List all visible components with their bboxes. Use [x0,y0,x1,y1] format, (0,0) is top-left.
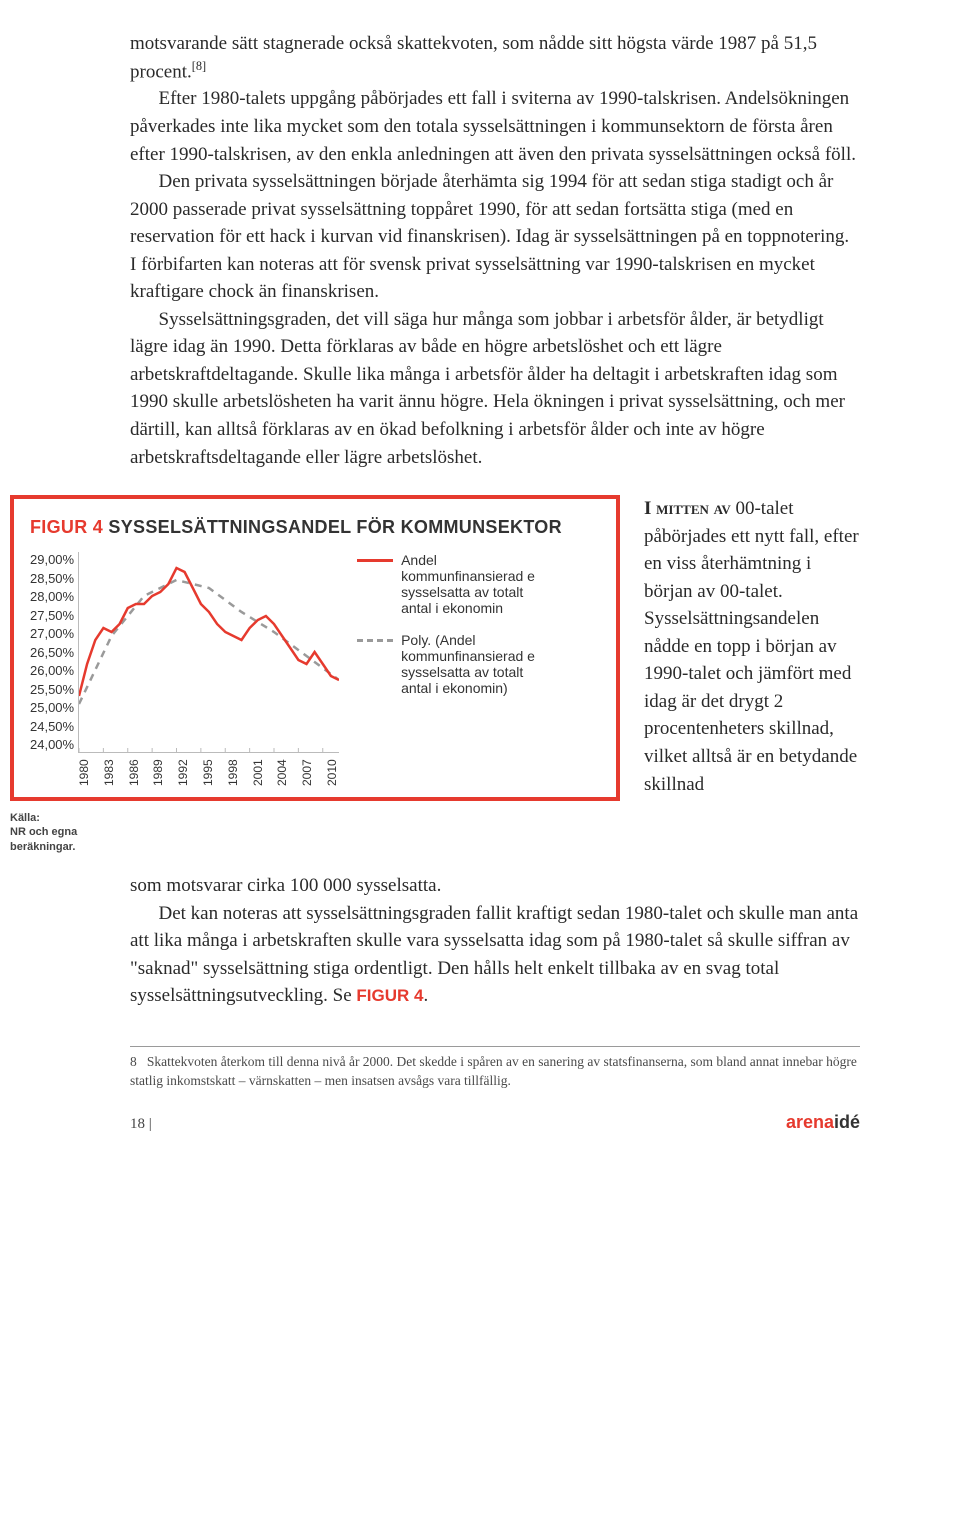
x-tick-label: 1989 [151,774,165,786]
after-para-1: som motsvarar cirka 100 000 sysselsatta. [130,872,860,900]
x-tick-label: 1980 [77,774,91,786]
x-tick-label: 2001 [251,774,265,786]
figure-4-wrap: FIGUR 4 SYSSELSÄTTNINGSANDEL FÖR KOMMUNS… [10,495,865,854]
page: motsvarande sätt stagnerade också skatte… [0,0,960,1173]
after2a: Det kan noteras att sysselsättningsgrade… [130,903,858,1007]
footnote-rule [130,1046,860,1047]
after2b: . [423,985,428,1006]
figure-title-text: SYSSELSÄTTNINGSANDEL FÖR KOMMUNSEKTOR [108,517,561,537]
legend-item-dash: Poly. (Andel kommunfinansierad e syssels… [357,632,557,696]
figure-source: Källa: NR och egna beräkningar. [10,811,110,854]
legend-item-solid: Andel kommunfinansierad e sysselsatta av… [357,552,557,616]
y-tick-label: 29,00% [30,552,74,567]
para-1: motsvarande sätt stagnerade också skatte… [130,30,860,85]
chart-svg [79,552,339,752]
legend-label-solid: Andel kommunfinansierad e sysselsatta av… [401,552,557,616]
side-body: 00-talet påbörjades ett nytt fall, efter… [644,498,859,794]
x-tick-label: 2010 [325,774,339,786]
page-number-value: 18 [130,1116,145,1132]
y-tick-label: 27,50% [30,608,74,623]
para-1b: Efter 1980-talets uppgång påbörjades ett… [130,85,860,168]
y-tick-label: 25,50% [30,682,74,697]
figure-ref: FIGUR 4 [356,986,423,1005]
legend: Andel kommunfinansierad e sysselsatta av… [357,552,557,712]
brand-logo: arenaidé [786,1112,860,1133]
x-tick-label: 1998 [226,774,240,786]
legend-swatch-solid [357,559,393,562]
figure-4-box: FIGUR 4 SYSSELSÄTTNINGSANDEL FÖR KOMMUNS… [10,495,620,801]
figure-number: FIGUR 4 [30,517,103,537]
after-para-2: Det kan noteras att sysselsättningsgrade… [130,900,860,1010]
footnote-8: 8 Skattekvoten återkom till denna nivå å… [130,1053,860,1091]
y-tick-label: 27,00% [30,626,74,641]
para1a: motsvarande sätt stagnerade också skatte… [130,33,817,82]
footnote-ref-8: [8] [192,59,206,73]
side-heading: I mitten av [644,498,731,519]
x-tick-label: 1995 [201,774,215,786]
plot [78,552,339,753]
x-tick-label: 2007 [300,774,314,786]
y-tick-label: 24,50% [30,719,74,734]
body-text-upper: motsvarande sätt stagnerade också skatte… [130,30,860,471]
y-tick-label: 28,50% [30,571,74,586]
plot-column: 1980 1983 1986 1989 1992 1995 1998 2001 2004 2007… [78,552,339,787]
para-3: Sysselsättningsgraden, det vill säga hur… [130,306,860,471]
y-tick-label: 24,00% [30,737,74,752]
y-tick-label: 28,00% [30,589,74,604]
footnote-number: 8 [130,1054,137,1069]
brand-ide: idé [834,1112,860,1132]
chart-area: 29,00% 28,50% 28,00% 27,50% 27,00% 26,50% 26,0… [30,552,600,787]
y-axis: 29,00% 28,50% 28,00% 27,50% 27,00% 26,50% 26,0… [30,552,78,752]
x-tick-label: 1992 [176,774,190,786]
body-text-lower: som motsvarar cirka 100 000 sysselsatta.… [130,872,860,1010]
footnote-text: Skattekvoten återkom till denna nivå år … [130,1054,857,1088]
page-footer: 18 | arenaidé [130,1112,860,1133]
side-column-text: I mitten av 00-talet påbörjades ett nytt… [644,495,859,798]
y-tick-label: 25,00% [30,700,74,715]
brand-arena: arena [786,1112,834,1132]
x-tick-label: 1986 [127,774,141,786]
x-axis: 1980 1983 1986 1989 1992 1995 1998 2001 2004 2007… [78,759,338,787]
y-tick-label: 26,50% [30,645,74,660]
legend-label-dash: Poly. (Andel kommunfinansierad e syssels… [401,632,557,696]
y-tick-label: 26,00% [30,663,74,678]
para-2: Den privata sysselsättningen började åte… [130,168,860,306]
page-number: 18 | [130,1116,152,1133]
figure-4-title: FIGUR 4 SYSSELSÄTTNINGSANDEL FÖR KOMMUNS… [30,517,600,538]
kalla-text: NR och egna beräkningar. [10,826,77,852]
kalla-label: Källa: [10,812,40,824]
x-tick-label: 1983 [102,774,116,786]
x-tick-label: 2004 [275,774,289,786]
legend-swatch-dash [357,639,393,642]
